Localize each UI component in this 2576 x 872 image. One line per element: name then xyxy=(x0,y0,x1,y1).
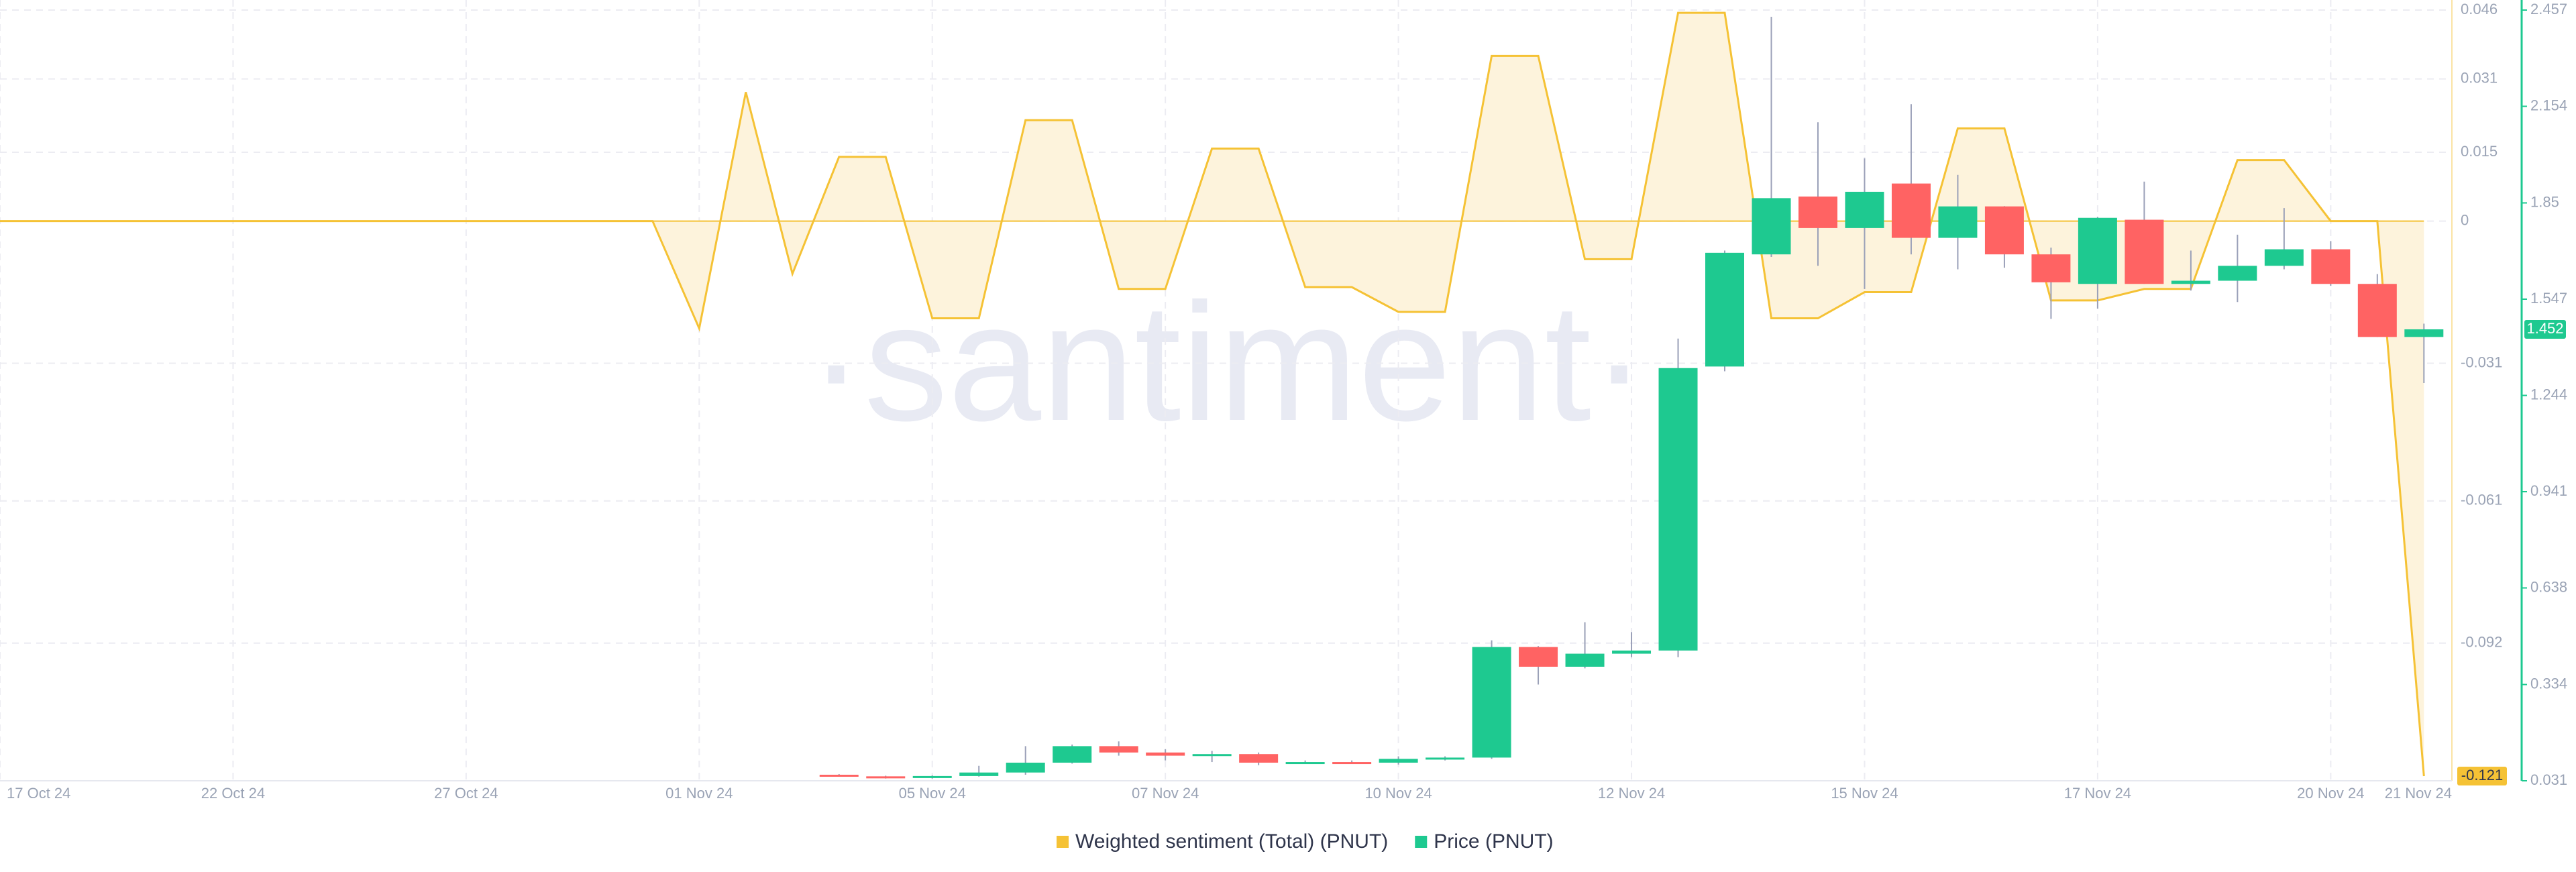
candle-body xyxy=(2311,249,2351,284)
y-tick-label: 0.015 xyxy=(2461,143,2498,160)
candle-body xyxy=(1938,206,1978,238)
y-tick-label: -0.092 xyxy=(2461,634,2502,651)
y2-tick-label: 0.941 xyxy=(2530,482,2567,499)
candle-body xyxy=(1705,252,1745,367)
y2-tick-label: 2.457 xyxy=(2530,1,2567,17)
x-tick-label: 27 Oct 24 xyxy=(434,785,498,802)
candle-body xyxy=(1984,206,2024,255)
x-tick-label: 07 Nov 24 xyxy=(1132,785,1199,802)
x-tick-label: 22 Oct 24 xyxy=(201,785,265,802)
y2-tick-label: 2.154 xyxy=(2530,97,2567,113)
candle-body xyxy=(1472,647,1511,758)
y2-tick-label: 1.85 xyxy=(2530,193,2559,210)
candle-body xyxy=(2404,329,2444,337)
candle-body xyxy=(1099,746,1138,753)
candle-body xyxy=(1053,746,1092,763)
x-tick-label: 20 Nov 24 xyxy=(2297,785,2364,802)
candle-body xyxy=(1565,653,1605,667)
candle-body xyxy=(866,776,906,779)
candle-body xyxy=(1239,754,1279,763)
line xyxy=(0,11,2425,777)
candle-body xyxy=(1798,197,1837,228)
last-value-label: 1.452 xyxy=(2526,320,2563,337)
legend-label: Weighted sentiment (Total) (PNUT) xyxy=(1075,830,1388,853)
area-fill xyxy=(0,13,2424,776)
candle-body xyxy=(959,772,999,776)
x-tick-label: 05 Nov 24 xyxy=(899,785,966,802)
candle-body xyxy=(2078,217,2117,284)
y2-tick-label: 0.031 xyxy=(2530,771,2567,788)
candle-body xyxy=(2357,284,2397,337)
legend-label: Price (PNUT) xyxy=(1434,830,1553,853)
last-value-box xyxy=(2457,767,2507,785)
candle-body xyxy=(1752,198,1791,255)
candle-body xyxy=(1845,191,1884,228)
y-tick-label: 0.046 xyxy=(2461,1,2498,17)
candle-body xyxy=(1006,763,1045,773)
candle-body xyxy=(2031,254,2071,282)
legend-swatch xyxy=(1415,836,1428,848)
candle-body xyxy=(1612,650,1652,654)
y-tick-label: -0.031 xyxy=(2461,353,2502,370)
last-value-label: -0.121 xyxy=(2461,767,2503,783)
candle-body xyxy=(1285,762,1325,765)
x-tick-label: 17 Oct 24 xyxy=(7,785,70,802)
candle-body xyxy=(1146,752,1185,756)
y2-tick-label: 0.638 xyxy=(2530,578,2567,595)
candle-body xyxy=(1192,754,1232,757)
candle-body xyxy=(1332,762,1372,765)
x-tick-label: 01 Nov 24 xyxy=(665,785,733,802)
legend-swatch xyxy=(1057,836,1069,848)
x-tick-label: 15 Nov 24 xyxy=(1831,785,1898,802)
y2-tick-label: 1.244 xyxy=(2530,386,2567,402)
y2-tick-label: 1.547 xyxy=(2530,290,2567,307)
candle-body xyxy=(1426,757,1465,760)
candle-body xyxy=(2264,249,2304,266)
candle-body xyxy=(2171,280,2210,284)
x-tick-label: 10 Nov 24 xyxy=(1364,785,1432,802)
candle-body xyxy=(1658,368,1698,651)
y2-tick-label: 0.334 xyxy=(2530,675,2567,692)
y-tick-label: 0 xyxy=(2461,211,2469,228)
candle-body xyxy=(2125,219,2164,284)
candle-body xyxy=(819,775,859,777)
candle-body xyxy=(2218,266,2257,281)
x-tick-label: 17 Nov 24 xyxy=(2064,785,2131,802)
candle-body xyxy=(1519,647,1558,667)
y-tick-label: 0.031 xyxy=(2461,69,2498,86)
candle-body xyxy=(1379,759,1418,763)
y-tick-label: -0.061 xyxy=(2461,492,2502,508)
x-tick-label: 21 Nov 24 xyxy=(2385,785,2452,802)
last-value-box xyxy=(2524,319,2566,339)
x-tick-label: 12 Nov 24 xyxy=(1598,785,1665,802)
candle-body xyxy=(912,775,952,778)
candle-body xyxy=(1891,183,1931,238)
